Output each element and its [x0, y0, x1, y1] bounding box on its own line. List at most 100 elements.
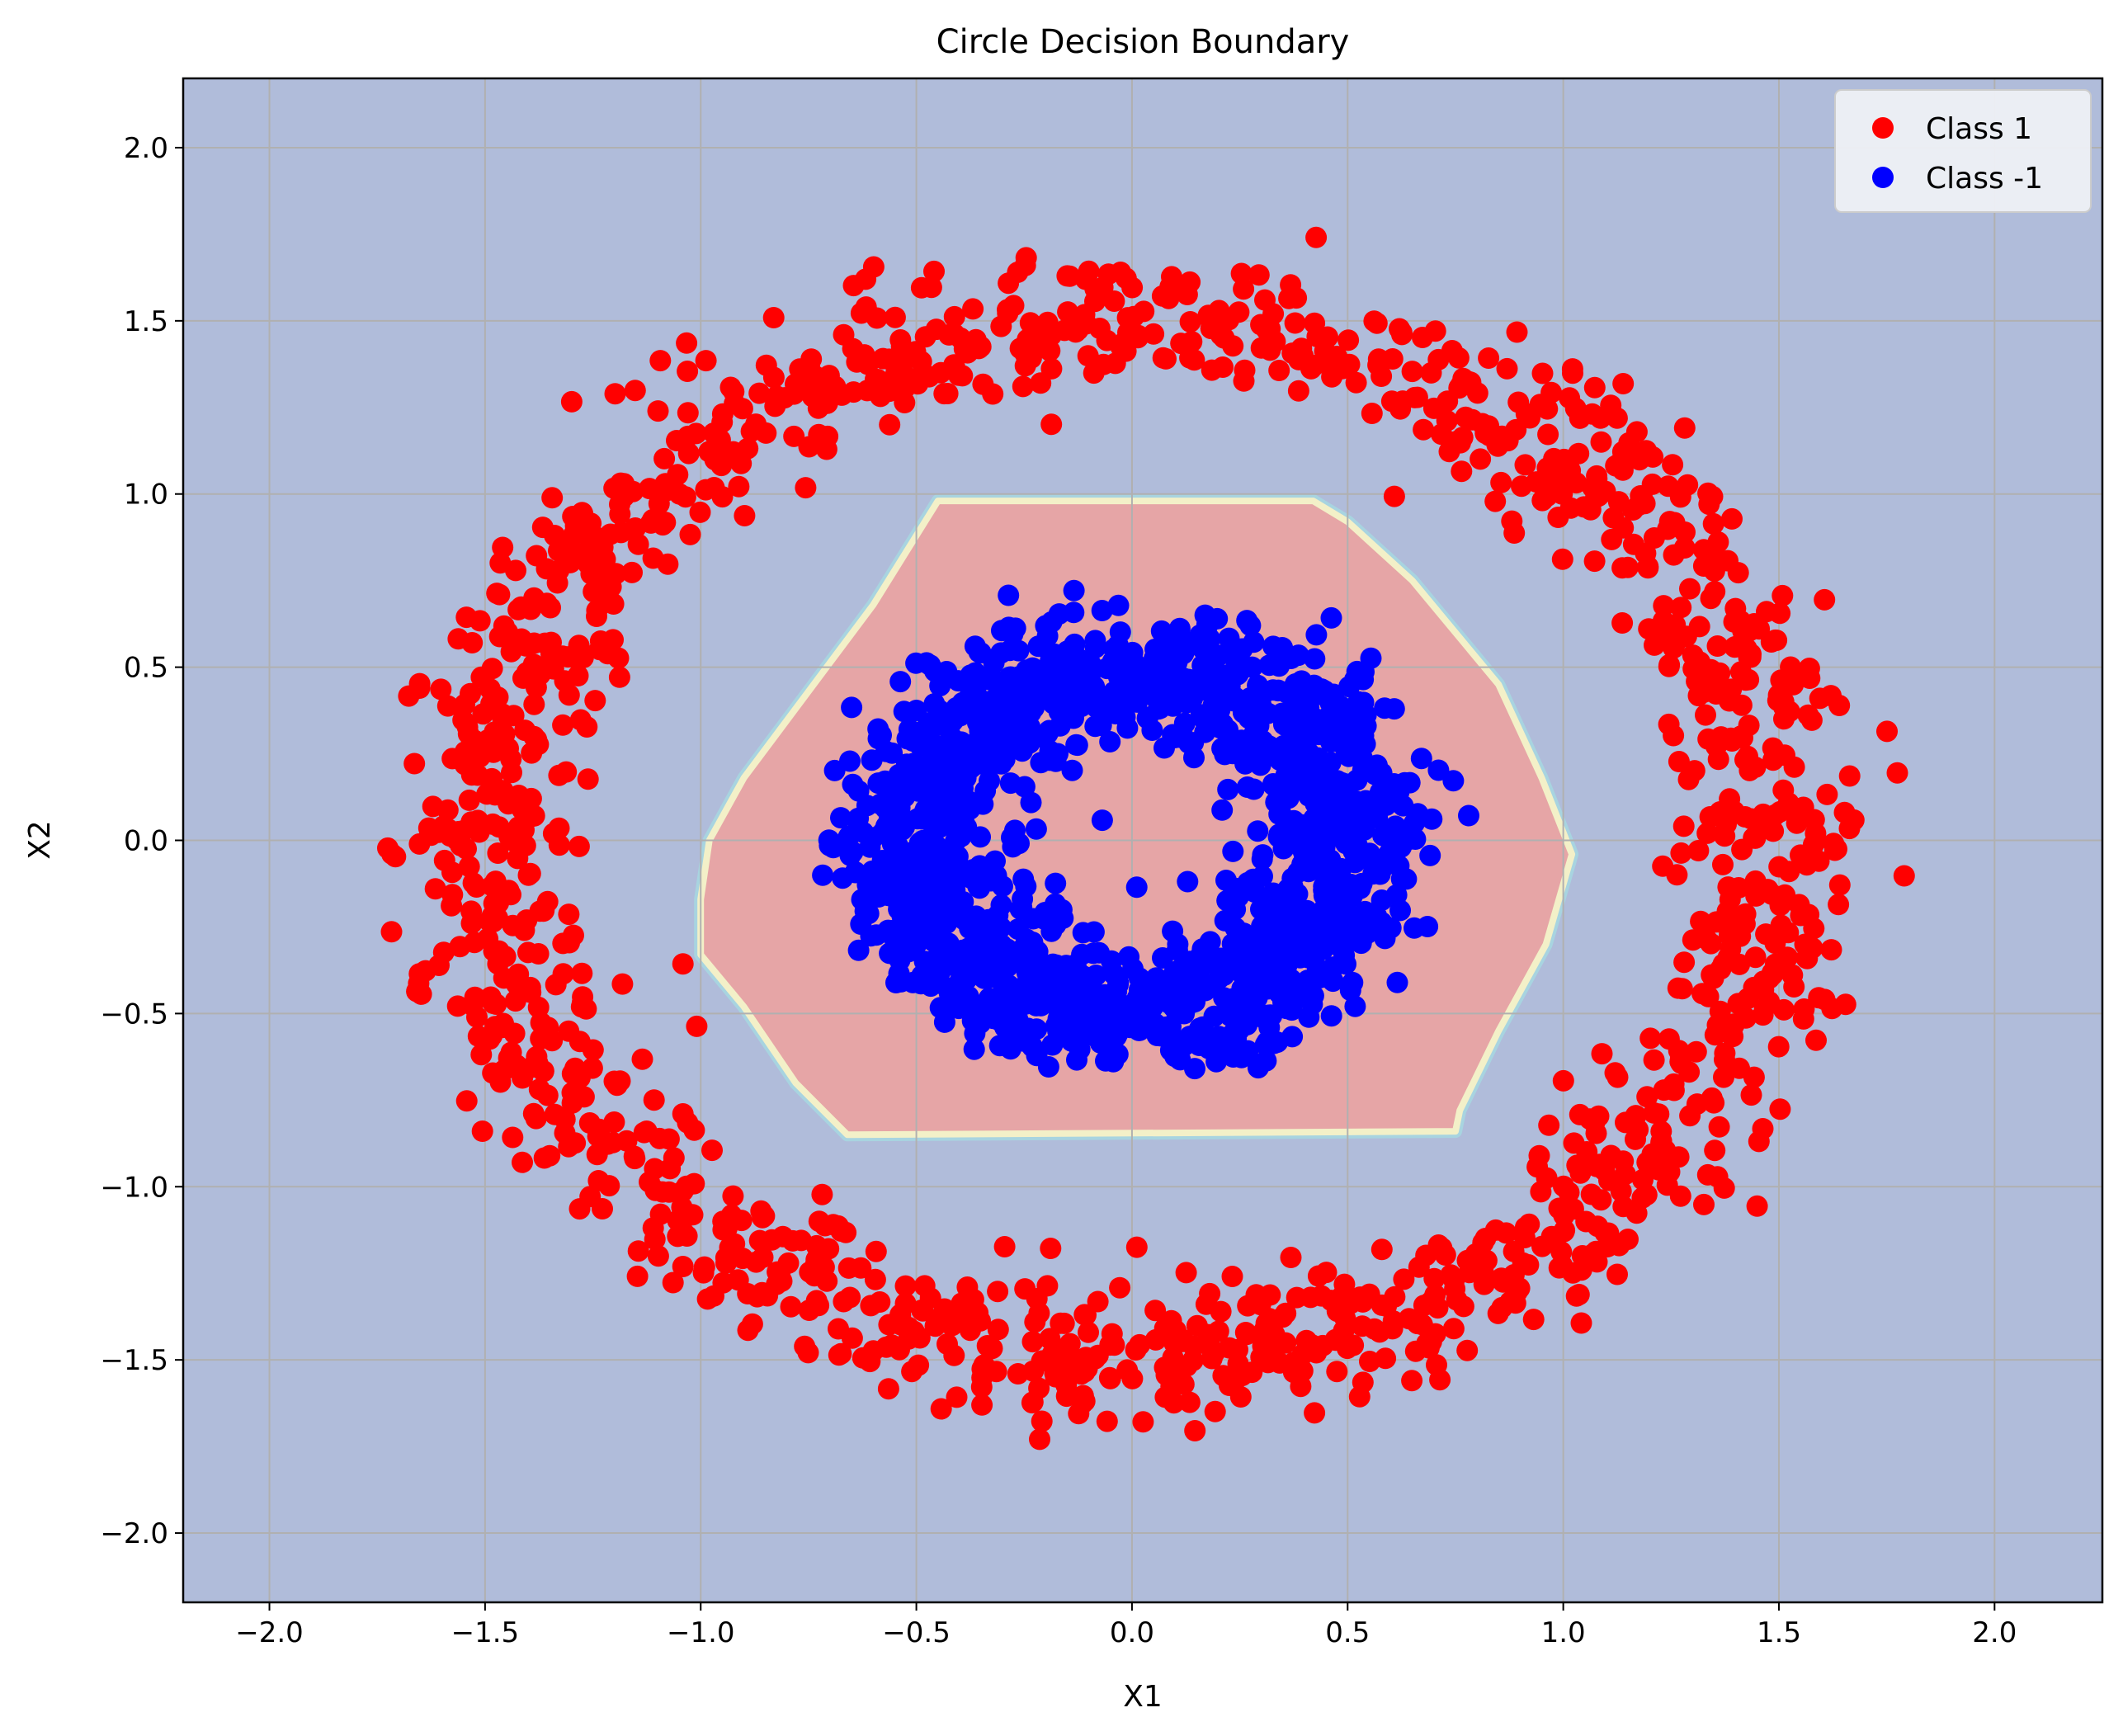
data-point: [1426, 1354, 1447, 1376]
data-point: [1045, 954, 1068, 976]
data-point: [1247, 1057, 1269, 1079]
data-point: [1007, 918, 1029, 941]
data-point: [466, 1006, 488, 1028]
data-point: [1307, 1265, 1329, 1287]
data-point: [1553, 1175, 1574, 1197]
data-point: [1729, 1057, 1750, 1079]
data-point: [1566, 1154, 1588, 1177]
x-axis-label: X1: [1123, 1680, 1163, 1714]
data-point: [1278, 740, 1300, 762]
data-point: [1075, 985, 1097, 1007]
data-point: [1061, 759, 1083, 781]
data-point: [1352, 691, 1375, 714]
data-point: [734, 505, 756, 526]
data-point: [1653, 595, 1675, 617]
data-point: [1320, 1005, 1342, 1027]
data-point: [1031, 1410, 1053, 1432]
data-point: [1704, 581, 1726, 602]
data-point: [1616, 445, 1638, 467]
data-point: [481, 767, 503, 790]
data-point: [1451, 460, 1473, 483]
y-tick-label: 0.0: [124, 825, 168, 858]
data-point: [962, 298, 984, 320]
data-point: [609, 1070, 631, 1092]
data-point: [672, 1221, 695, 1243]
data-point: [558, 684, 580, 706]
data-point: [1280, 1247, 1302, 1268]
data-point: [1823, 833, 1845, 855]
data-point: [611, 973, 634, 995]
data-point: [893, 942, 915, 965]
data-point: [933, 1298, 955, 1320]
data-point: [1222, 840, 1244, 862]
data-point: [692, 1262, 715, 1284]
data-point: [1643, 1102, 1665, 1124]
data-point: [1705, 911, 1728, 933]
data-point: [424, 878, 446, 900]
data-point: [576, 716, 598, 738]
data-point: [877, 1378, 899, 1400]
data-point: [1298, 785, 1320, 807]
data-point: [1427, 759, 1450, 781]
data-point: [568, 1031, 591, 1053]
data-point: [1303, 355, 1325, 376]
data-point: [580, 512, 602, 535]
data-point: [1220, 1026, 1243, 1048]
data-point: [1803, 918, 1825, 940]
data-point: [408, 963, 431, 985]
data-point: [1625, 421, 1648, 443]
data-point: [719, 376, 742, 399]
data-point: [1262, 635, 1285, 658]
data-point: [1110, 262, 1132, 283]
data-point: [1313, 806, 1335, 828]
data-point: [672, 953, 694, 975]
data-point: [1412, 327, 1433, 348]
legend-marker: [1872, 167, 1894, 188]
data-point: [1346, 814, 1368, 836]
data-point: [967, 875, 989, 898]
data-point: [922, 906, 945, 928]
data-point: [1588, 1153, 1611, 1176]
data-point: [477, 927, 499, 950]
data-point: [575, 998, 597, 1020]
data-point: [1670, 842, 1692, 864]
data-point: [1056, 265, 1078, 287]
data-point: [589, 630, 611, 652]
data-point: [1501, 510, 1523, 532]
data-point: [780, 1295, 802, 1318]
data-point: [894, 1292, 917, 1314]
data-point: [1712, 953, 1734, 975]
data-point: [568, 835, 590, 857]
data-point: [1656, 1174, 1678, 1196]
data-point: [577, 768, 599, 790]
data-point: [1536, 457, 1559, 479]
data-point: [597, 1133, 619, 1155]
data-point: [1324, 1329, 1347, 1352]
data-point: [1562, 1262, 1584, 1284]
data-point: [956, 960, 979, 983]
data-point: [1386, 971, 1408, 993]
data-point: [1474, 1228, 1497, 1249]
data-point: [548, 834, 570, 856]
data-point: [1746, 1195, 1768, 1217]
data-point: [1310, 1285, 1333, 1307]
data-point: [1437, 390, 1459, 413]
data-point: [850, 302, 872, 324]
data-point: [642, 547, 664, 569]
data-point: [1066, 734, 1088, 757]
data-point: [1794, 933, 1816, 955]
data-point: [1668, 751, 1690, 772]
data-point: [484, 784, 506, 806]
data-point: [1697, 728, 1720, 750]
data-point: [1638, 618, 1660, 640]
y-tick-label: −1.5: [100, 1344, 168, 1377]
y-tick-label: 1.5: [124, 305, 168, 338]
data-point: [846, 351, 868, 373]
data-point: [1091, 600, 1113, 621]
data-point: [1144, 1300, 1167, 1322]
data-point: [1127, 324, 1149, 347]
data-point: [568, 1198, 591, 1220]
data-point: [1027, 635, 1050, 658]
data-point: [811, 1183, 833, 1205]
data-point: [1278, 287, 1300, 309]
